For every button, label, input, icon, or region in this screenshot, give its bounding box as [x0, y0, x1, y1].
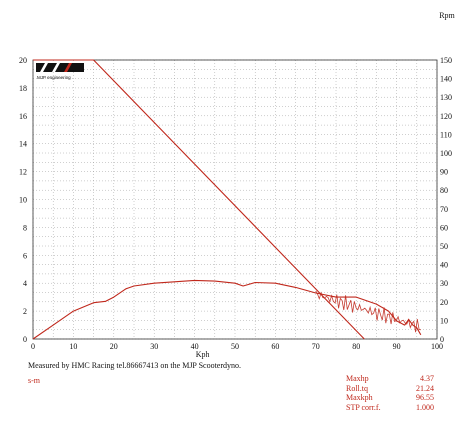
x-tick-label: 90	[393, 342, 401, 351]
stat-label: Maxhp	[346, 374, 369, 383]
logo-text: MJP engineering	[37, 75, 71, 80]
y-right-tick-label: 140	[440, 75, 452, 84]
y-axis-left: 0 2 4 6 8 10 12 14 16 18 20	[19, 56, 27, 344]
grid	[32, 59, 438, 340]
y-right-tick-label: 0	[440, 335, 444, 344]
stat-value: 21.24	[416, 383, 434, 393]
y-right-tick-label: 10	[440, 316, 448, 325]
x-tick-label: 10	[69, 342, 77, 351]
y-right-tick-label: 120	[440, 112, 452, 121]
stat-value: 96.55	[416, 393, 434, 402]
x-axis-label: Kph	[196, 350, 210, 359]
series-line-1	[32, 279, 422, 340]
mjp-logo: MJP engineering	[36, 63, 84, 80]
stat-row-maxhp: Maxhp 4.37	[346, 374, 434, 384]
series-group	[32, 59, 422, 340]
x-tick-label: 70	[312, 342, 320, 351]
stats-panel: Maxhp 4.37 Roll.tq 21.24 Maxkph 96.55 STP c…	[346, 374, 434, 412]
y-left-tick-label: 4	[23, 279, 27, 288]
stat-row-maxkph: Maxkph 96.55	[346, 393, 434, 403]
x-axis: 0 10 20 30 40 50 60 70 80 90 100	[31, 342, 443, 351]
stat-label: Roll.tq	[346, 383, 369, 393]
series-line-2	[33, 59, 365, 340]
x-tick-label: 30	[150, 342, 158, 351]
x-tick-label: 20	[110, 342, 118, 351]
plot-frame	[32, 59, 438, 340]
y-left-tick-label: 18	[19, 84, 27, 93]
measured-by-note: Measured by HMC Racing tel.86667413 on t…	[28, 361, 242, 370]
stat-label: STP corr.f.	[346, 402, 381, 412]
stat-value: 1.000	[416, 402, 434, 412]
stat-label: Maxkph	[346, 393, 373, 402]
y-right-tick-label: 50	[440, 242, 448, 251]
x-tick-label: 40	[191, 342, 199, 351]
x-tick-label: 100	[431, 342, 443, 351]
y-right-tick-label: 100	[440, 149, 452, 158]
y-axis-right-label: Rpm	[439, 11, 455, 20]
y-left-tick-label: 6	[23, 251, 27, 260]
stat-row-stp: STP corr.f. 1.000	[346, 403, 434, 413]
y-axis-right: 0 10 20 30 40 50 60 70 80 90 100 110 120 130 140 150	[440, 56, 452, 344]
stat-row-rolltq: Roll.tq 21.24	[346, 384, 434, 394]
x-tick-label: 60	[271, 342, 279, 351]
y-left-tick-label: 14	[19, 140, 27, 149]
x-tick-label: 0	[31, 342, 35, 351]
y-right-tick-label: 40	[440, 261, 448, 270]
run-label: s-m	[28, 376, 40, 385]
y-right-tick-label: 150	[440, 56, 452, 65]
x-tick-label: 50	[231, 342, 239, 351]
y-left-tick-label: 12	[19, 168, 27, 177]
y-right-tick-label: 90	[440, 168, 448, 177]
y-right-tick-label: 110	[440, 130, 452, 139]
y-right-tick-label: 30	[440, 279, 448, 288]
stat-value: 4.37	[420, 374, 434, 383]
y-right-tick-label: 20	[440, 298, 448, 307]
series-noise-tail	[315, 290, 421, 333]
y-left-tick-label: 0	[23, 335, 27, 344]
y-left-tick-label: 10	[19, 196, 27, 205]
y-left-tick-label: 16	[19, 112, 27, 121]
y-right-tick-label: 80	[440, 186, 448, 195]
y-left-tick-label: 8	[23, 223, 27, 232]
y-left-tick-label: 2	[23, 307, 27, 316]
logo-mark	[36, 63, 84, 72]
x-tick-label: 80	[352, 342, 360, 351]
y-right-tick-label: 70	[440, 205, 448, 214]
y-right-tick-label: 60	[440, 223, 448, 232]
y-left-tick-label: 20	[19, 56, 27, 65]
y-right-tick-label: 130	[440, 93, 452, 102]
